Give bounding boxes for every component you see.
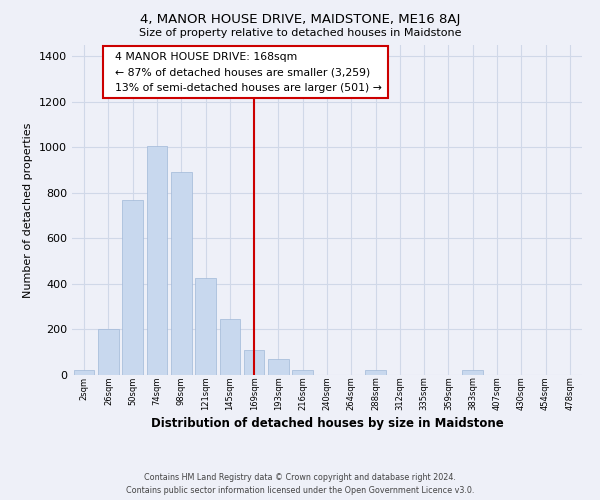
X-axis label: Distribution of detached houses by size in Maidstone: Distribution of detached houses by size … (151, 418, 503, 430)
Bar (268, 359, 289, 375)
Bar (74, 370, 94, 375)
Bar (195, 278, 216, 375)
Text: Size of property relative to detached houses in Maidstone: Size of property relative to detached ho… (139, 28, 461, 38)
Y-axis label: Number of detached properties: Number of detached properties (23, 122, 34, 298)
Bar (463, 370, 483, 375)
Bar (171, 172, 191, 375)
Text: 4, MANOR HOUSE DRIVE, MAIDSTONE, ME16 8AJ: 4, MANOR HOUSE DRIVE, MAIDSTONE, ME16 8A… (140, 12, 460, 26)
Bar (122, 200, 143, 375)
Text: 4 MANOR HOUSE DRIVE: 168sqm
  ← 87% of detached houses are smaller (3,259)
  13%: 4 MANOR HOUSE DRIVE: 168sqm ← 87% of det… (109, 52, 382, 93)
Bar (98, 330, 119, 375)
Bar (244, 350, 265, 375)
Bar (220, 319, 240, 375)
Bar (146, 146, 167, 375)
Bar (292, 370, 313, 375)
Text: Contains HM Land Registry data © Crown copyright and database right 2024.
Contai: Contains HM Land Registry data © Crown c… (126, 474, 474, 495)
Bar (365, 370, 386, 375)
